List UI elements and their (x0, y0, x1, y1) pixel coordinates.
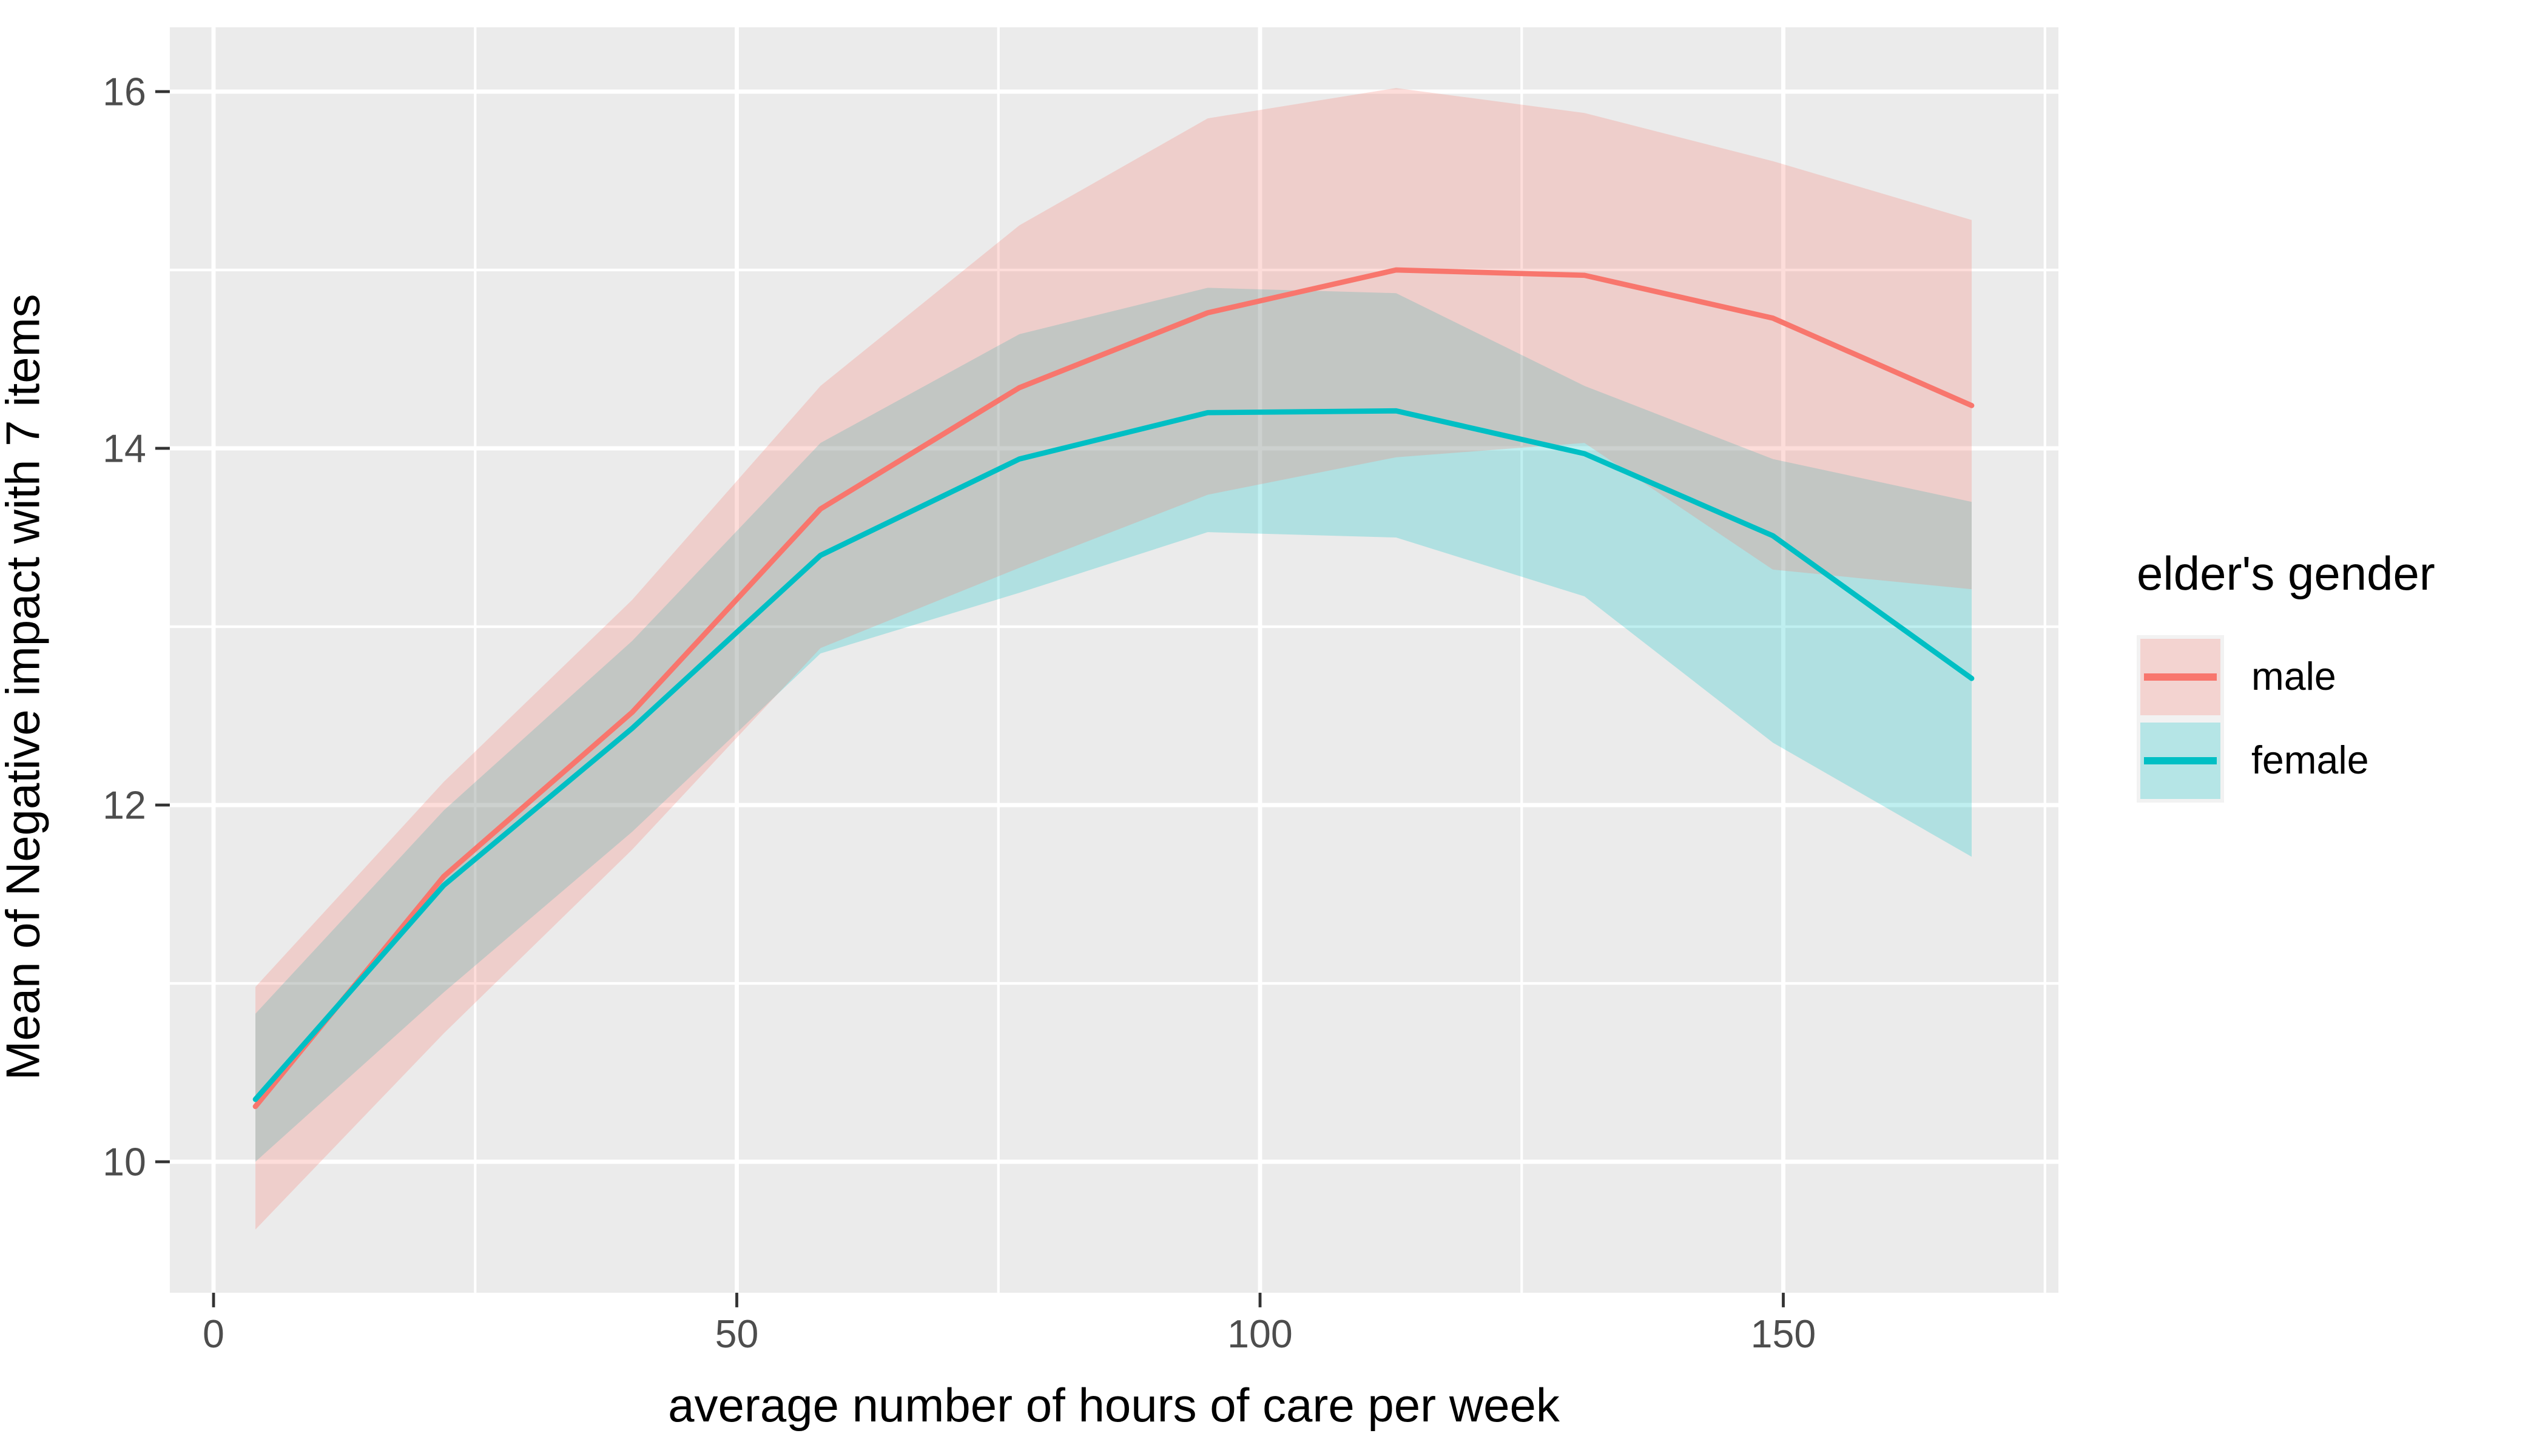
plot-panel (169, 27, 2059, 1293)
legend-label-male: male (2251, 654, 2336, 698)
x-tick-label: 50 (715, 1312, 759, 1356)
female-line (252, 408, 1975, 1102)
y-tick-label: 12 (103, 783, 146, 827)
male-legend-key (2137, 635, 2224, 719)
female-legend-key (2137, 719, 2224, 803)
y-tick-label: 10 (103, 1140, 146, 1184)
legend-title: elder's gender (2137, 546, 2435, 601)
female-line-swatch (2144, 757, 2217, 764)
legend-item-female: female (2137, 719, 2537, 803)
male-line-swatch (2144, 673, 2217, 681)
x-tick-label: 0 (203, 1312, 224, 1356)
y-tick-label: 14 (103, 426, 146, 470)
legend-label-female: female (2251, 738, 2369, 782)
male-confidence-ribbon (255, 88, 1972, 1230)
x-tick-label: 150 (1751, 1312, 1816, 1356)
legend-item-male: male (2137, 635, 2537, 719)
legend: elder's gender male female (2137, 546, 2537, 803)
x-axis-title: average number of hours of care per week (668, 1378, 1560, 1432)
male-line (252, 267, 1975, 1110)
female-confidence-ribbon (255, 288, 1972, 1162)
y-axis-title: Mean of Negative impact with 7 items (0, 294, 50, 1080)
x-tick-label: 100 (1227, 1312, 1293, 1356)
y-tick-label: 16 (103, 70, 146, 113)
